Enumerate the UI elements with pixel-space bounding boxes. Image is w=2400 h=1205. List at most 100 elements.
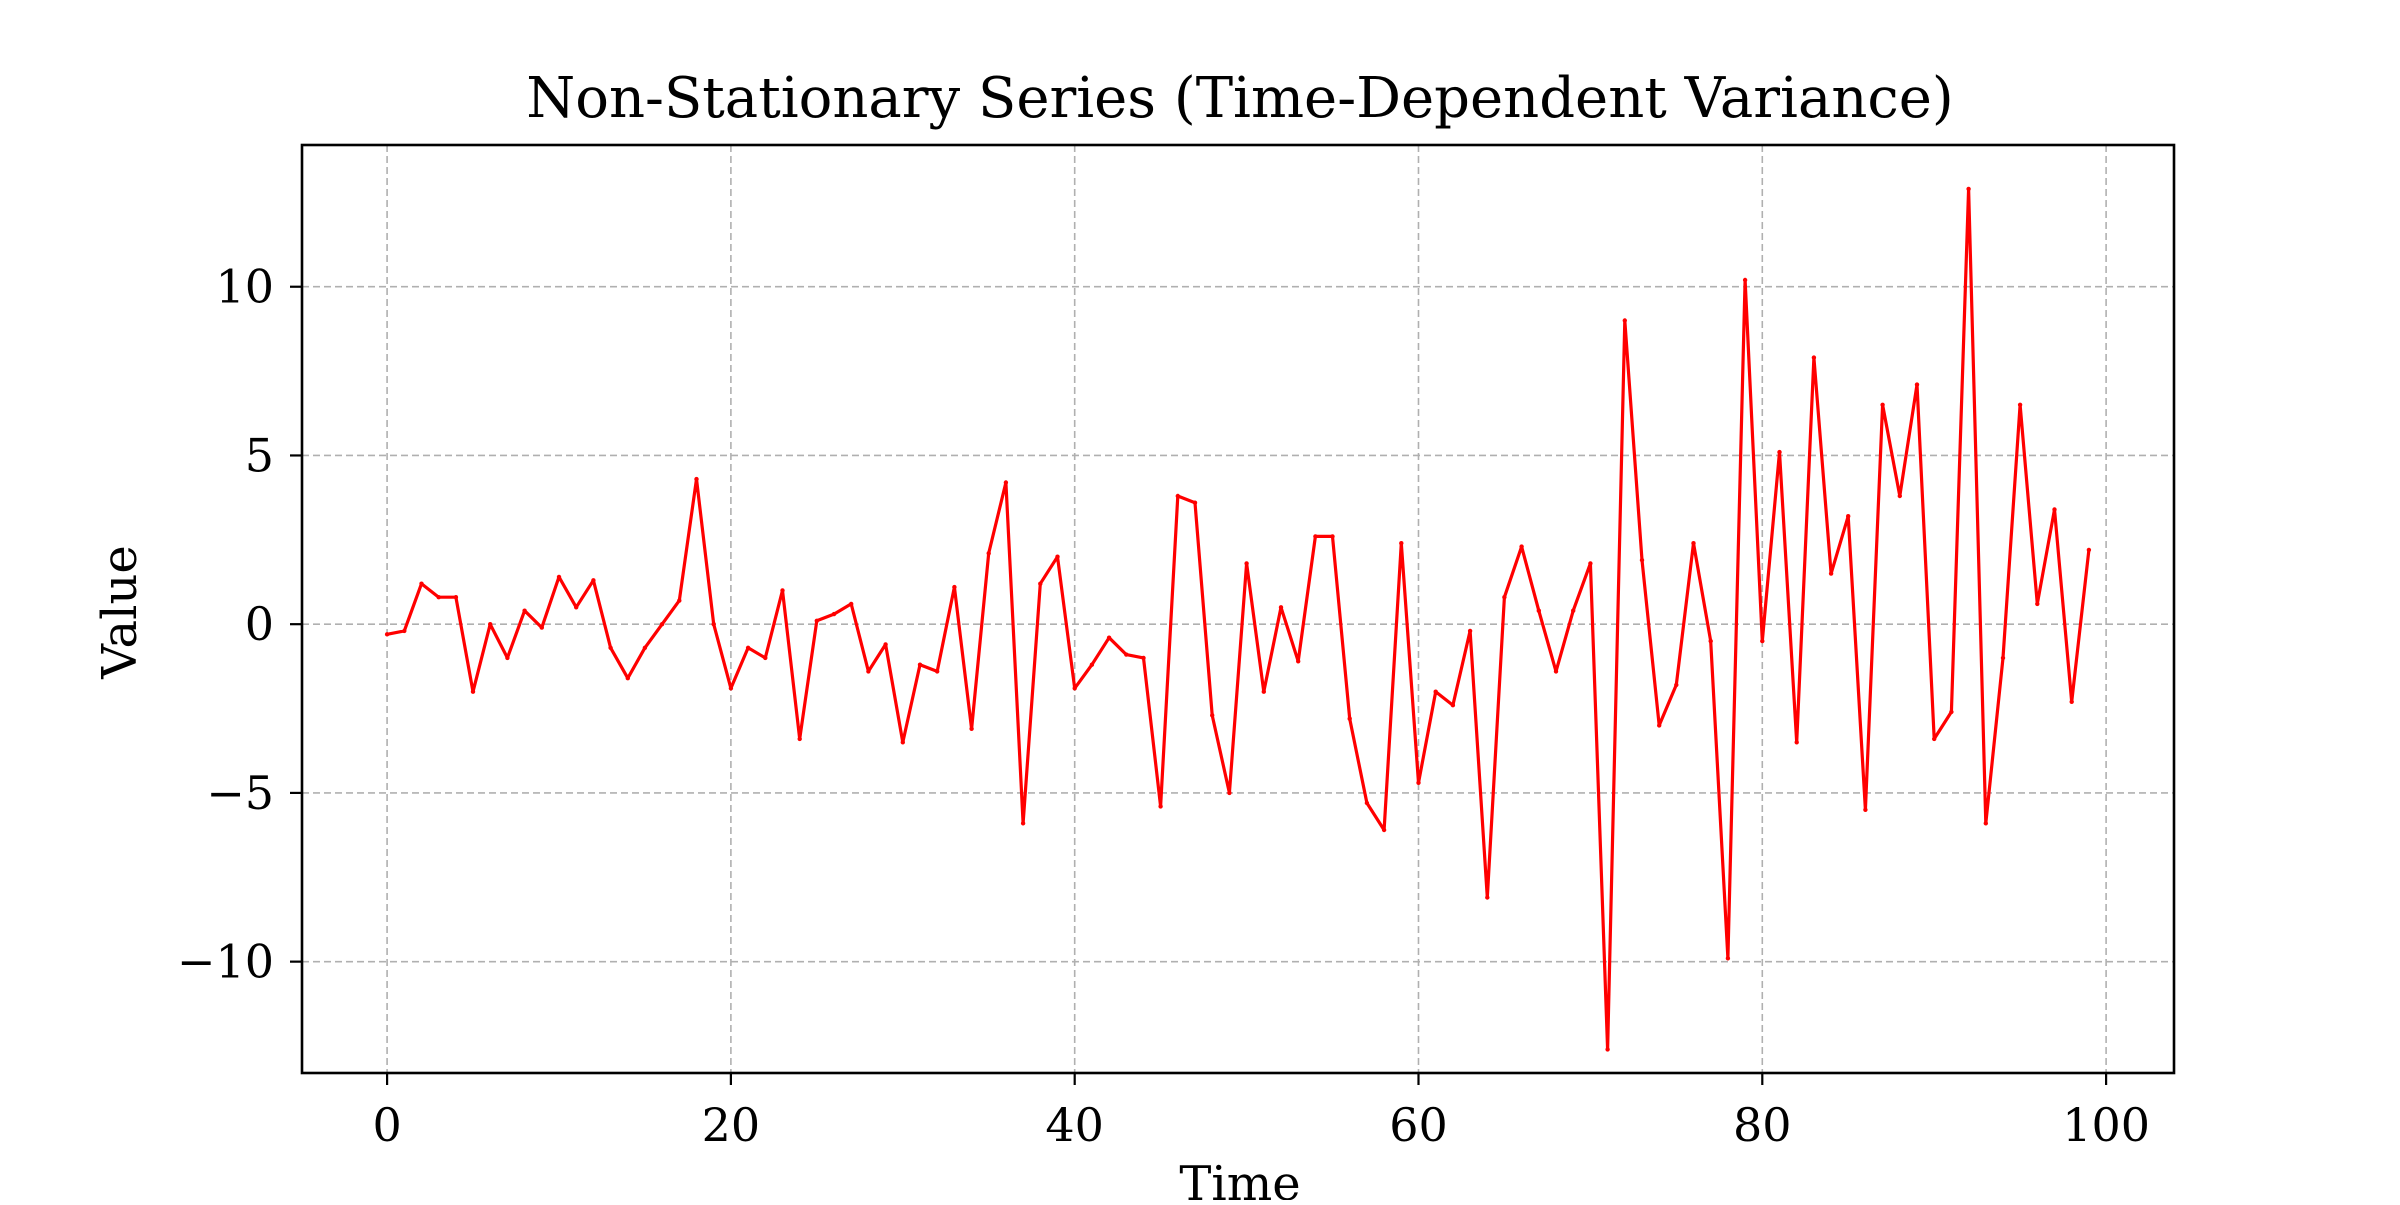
data-point [1519, 544, 1524, 549]
data-point [556, 574, 562, 580]
x-tick-label: 20 [702, 1098, 761, 1152]
data-point [1811, 355, 1817, 360]
data-point [1003, 480, 1009, 485]
data-point [1106, 635, 1112, 640]
data-point [1278, 605, 1284, 610]
data-point [1863, 807, 1868, 812]
x-tick-label: 60 [1389, 1098, 1448, 1152]
data-point [1983, 821, 1989, 826]
data-point [1639, 557, 1645, 563]
data-point [797, 736, 802, 742]
data-point [1880, 402, 1885, 407]
data-point [969, 726, 974, 731]
data-point [2069, 699, 2074, 704]
x-axis-title: Time [1179, 1156, 1300, 1200]
data-point [814, 618, 819, 623]
data-point [1433, 689, 1438, 694]
data-point [591, 578, 596, 583]
series-line [385, 187, 2091, 1052]
data-point [1313, 534, 1318, 539]
plot-area [384, 186, 2092, 1052]
x-tick-label: 100 [2062, 1098, 2150, 1152]
data-point [505, 655, 510, 661]
data-point [917, 662, 923, 667]
data-point [384, 632, 390, 637]
data-point [677, 598, 682, 603]
chart-title: Non-Stationary Series (Time-Dependent Va… [526, 66, 1954, 131]
data-point [436, 595, 441, 600]
data-point [1227, 790, 1232, 796]
y-tick-label: −10 [177, 935, 274, 989]
data-point [488, 622, 493, 627]
data-point [780, 588, 785, 593]
data-point [1622, 318, 1628, 323]
data-point [1347, 716, 1352, 721]
data-point [745, 645, 751, 650]
data-point [1244, 561, 1249, 566]
data-point [1038, 581, 1043, 586]
data-point [1055, 554, 1060, 559]
y-tick-label: −5 [206, 766, 274, 820]
data-point [1932, 736, 1937, 742]
data-point [1536, 608, 1542, 613]
data-point [1089, 662, 1095, 667]
data-point [1966, 186, 1971, 192]
data-point [1571, 608, 1576, 613]
data-point [831, 611, 837, 617]
x-tick-label: 80 [1733, 1098, 1792, 1152]
axes-frame [300, 143, 2176, 1075]
data-point [1794, 740, 1799, 745]
data-point [608, 645, 613, 650]
data-point [1708, 638, 1713, 644]
x-tick-label: 40 [1045, 1098, 1104, 1152]
data-point [849, 601, 854, 607]
data-point [2052, 507, 2057, 512]
data-point [1742, 277, 1748, 283]
x-tick-label: 0 [372, 1098, 401, 1152]
y-tick-label: 10 [215, 260, 274, 314]
data-point [574, 605, 579, 610]
data-point [2035, 601, 2040, 607]
data-point [1296, 659, 1301, 664]
data-point [659, 622, 665, 627]
data-point [1330, 534, 1335, 539]
data-point [1914, 382, 1920, 387]
data-point [1450, 703, 1456, 708]
data-point [1158, 804, 1163, 809]
data-point [1657, 723, 1662, 728]
data-point [1691, 541, 1696, 546]
data-point [1192, 500, 1198, 505]
data-point [1588, 561, 1593, 566]
data-point [1777, 449, 1782, 455]
data-point [1381, 827, 1387, 833]
data-point [1828, 571, 1834, 576]
data-point [470, 689, 476, 694]
data-point [642, 645, 648, 650]
data-point [1502, 595, 1507, 600]
data-point [539, 625, 544, 630]
data-point [522, 608, 527, 613]
data-point [1605, 1047, 1610, 1052]
data-point [1674, 682, 1679, 688]
data-point [1760, 638, 1765, 644]
y-tick-label: 0 [245, 597, 274, 651]
y-axis-title: Value [92, 545, 148, 680]
data-point [883, 642, 888, 647]
data-point [453, 595, 459, 600]
data-point [952, 584, 957, 590]
data-point [986, 551, 991, 556]
data-point [419, 581, 424, 586]
data-point [1485, 895, 1490, 900]
data-point [1020, 821, 1026, 826]
data-point [1175, 493, 1181, 499]
data-point [1210, 713, 1215, 718]
data-point [1846, 514, 1851, 519]
data-point [1399, 541, 1404, 546]
data-point [1124, 652, 1129, 657]
data-point [1072, 686, 1077, 691]
data-point [1949, 709, 1954, 715]
data-point [694, 476, 699, 482]
data-point [625, 676, 630, 681]
